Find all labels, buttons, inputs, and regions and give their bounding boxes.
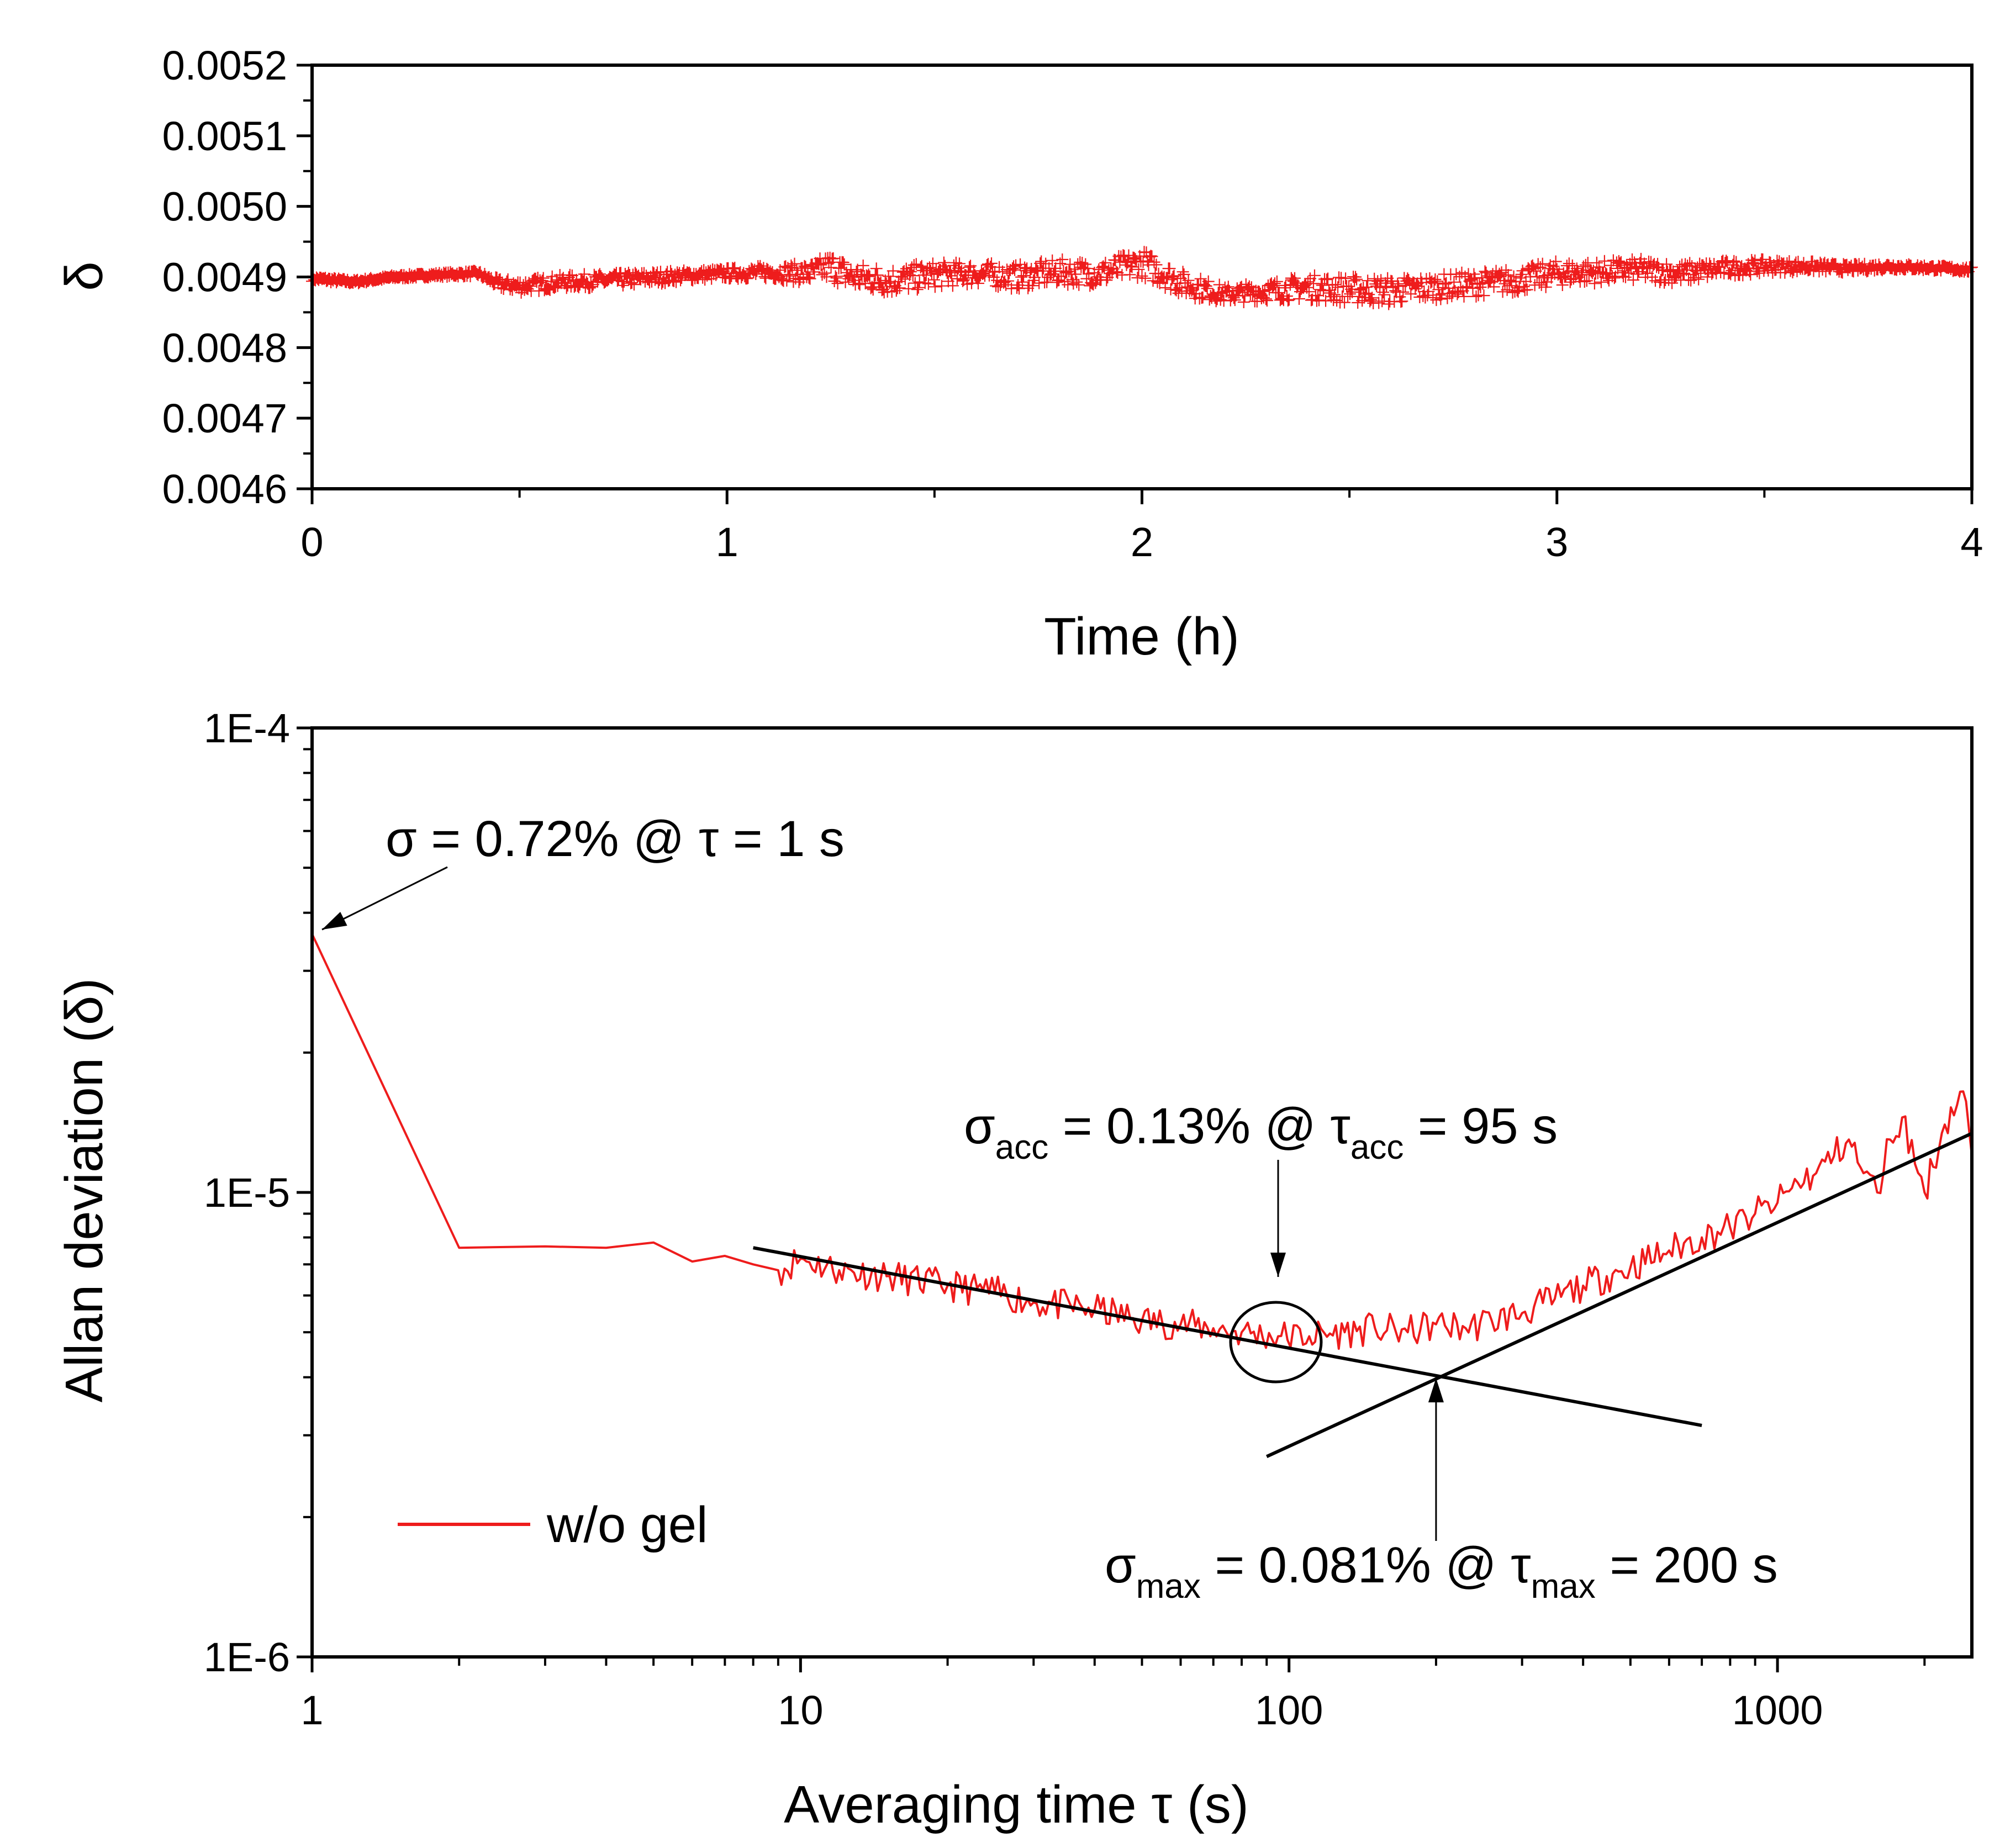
top-y-tick-label: 0.0049 (162, 255, 287, 300)
annotation-tau-acc-sub: acc (1350, 1128, 1404, 1166)
top-x-tick-label: 3 (1545, 519, 1568, 565)
bottom-x-axis-label: Averaging time τ (s) (784, 1775, 1249, 1834)
top-y-tick-label: 0.0051 (162, 113, 287, 159)
top-y-tick-label: 0.0046 (162, 466, 287, 512)
annotation-sigma-acc-symbol: σ (964, 1098, 995, 1154)
bottom-x-tick-label: 1000 (1732, 1687, 1823, 1733)
annotation-sigma-max-symbol: σ (1105, 1537, 1136, 1593)
bottom-x-tick-label: 100 (1255, 1687, 1323, 1733)
annotation-tau-max-sub: max (1531, 1567, 1596, 1606)
time-series-points (306, 246, 1978, 310)
top-y-tick-label: 0.0050 (162, 184, 287, 230)
legend-label: w/o gel (546, 1497, 708, 1553)
bottom-x-axis: 1 10 100 1000 (300, 1657, 1926, 1733)
fit-lines (753, 1132, 1973, 1458)
annotations (321, 866, 1444, 1541)
top-x-tick-label: 1 (716, 519, 738, 565)
arrow-sigma-acc-head (1270, 1253, 1286, 1277)
arrow-sigma-1s-head (322, 911, 347, 930)
bottom-y-tick-label: 1E-6 (204, 1634, 290, 1680)
allan-deviation-curve (311, 933, 1973, 1350)
annotation-sigma-max-mid: = 0.081% @ τ (1201, 1537, 1531, 1593)
top-y-axis: 0.0046 0.0047 0.0048 0.0049 0.0050 0.0051 0.00… (162, 43, 312, 512)
annotation-sigma-acc-tail: = 95 s (1404, 1098, 1558, 1154)
annotation-sigma-acc-sub: acc (995, 1128, 1048, 1166)
top-x-tick-label: 2 (1131, 519, 1153, 565)
bottom-y-tick-label: 1E-5 (204, 1170, 290, 1216)
bottom-x-tick-label: 10 (778, 1687, 823, 1733)
top-y-tick-label: 0.0047 (162, 395, 287, 441)
allan-deviation-panel: 1E-6 1E-5 1E-4 1 10 100 1000 Averaging time τ… (55, 705, 1974, 1834)
bottom-y-axis: 1E-6 1E-5 1E-4 (204, 705, 312, 1680)
bottom-x-tick-label: 1 (300, 1687, 323, 1733)
annotation-sigma-acc: σacc = 0.13% @ τacc = 95 s (964, 1098, 1558, 1166)
top-x-tick-label: 0 (300, 519, 323, 565)
top-x-tick-label: 4 (1960, 519, 1983, 565)
top-y-tick-label: 0.0052 (162, 43, 287, 88)
optimum-circle (1229, 1301, 1323, 1384)
annotation-sigma-max-tail: = 200 s (1596, 1537, 1778, 1593)
time-series-panel: 0.0046 0.0047 0.0048 0.0049 0.0050 0.0051 0.00… (55, 43, 1983, 666)
arrow-sigma-max-head (1428, 1378, 1444, 1403)
time-series-markers (306, 246, 1978, 310)
annotation-sigma-max: σmax = 0.081% @ τmax = 200 s (1105, 1537, 1778, 1606)
bottom-y-axis-label: Allan deviation (δ) (55, 978, 114, 1402)
bottom-y-tick-label: 1E-4 (204, 705, 290, 751)
annotation-sigma-max-sub: max (1136, 1567, 1201, 1606)
fit-right-line (1266, 1132, 1973, 1458)
top-y-tick-label: 0.0048 (162, 325, 287, 371)
legend: w/o gel (398, 1497, 708, 1553)
annotation-sigma-1s: σ = 0.72% @ τ = 1 s (386, 811, 845, 867)
top-x-axis: 0 1 2 3 4 (300, 489, 1983, 565)
annotation-sigma-acc-mid: = 0.13% @ τ (1048, 1098, 1350, 1154)
top-x-axis-label: Time (h) (1044, 607, 1239, 666)
top-y-axis-label: δ (55, 261, 114, 291)
fit-left-line (753, 1246, 1702, 1427)
allan-deviation-curve-group (311, 933, 1973, 1350)
